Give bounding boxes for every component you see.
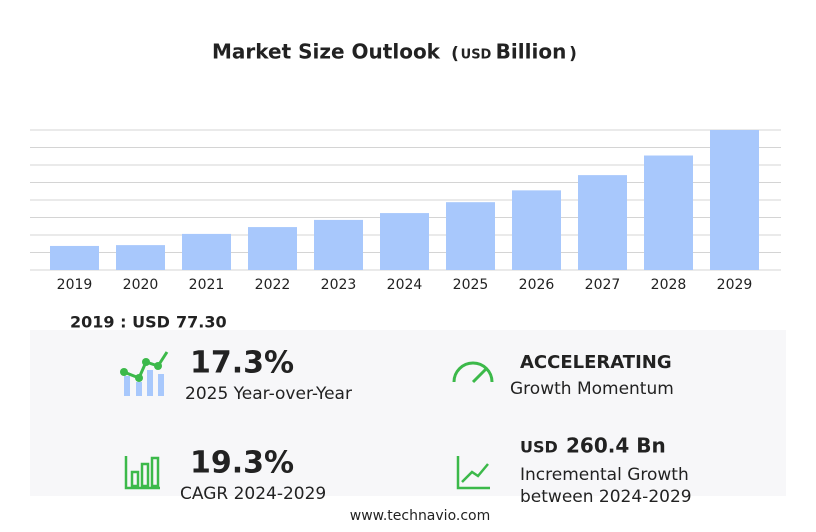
unit: Billion <box>496 40 567 64</box>
incr-value: 260.4 Bn <box>566 434 666 458</box>
footer: www.technavio.com <box>350 508 491 524</box>
yoy-value: 17.3% <box>190 346 294 381</box>
unit-paren: ( <box>451 44 459 64</box>
bar <box>512 190 561 270</box>
x-tick-label: 2028 <box>651 277 687 293</box>
x-tick-label: 2022 <box>255 277 291 293</box>
chart-title: Market Size Outlook <box>212 40 441 64</box>
bar <box>446 202 495 270</box>
x-tick-label: 2024 <box>387 277 423 293</box>
x-tick-label: 2029 <box>717 277 753 293</box>
bar <box>248 227 297 270</box>
x-tick-label: 2020 <box>123 277 159 293</box>
x-tick-label: 2026 <box>519 277 555 293</box>
x-tick-label: 2023 <box>321 277 357 293</box>
bar <box>182 233 231 270</box>
incr-label: Incremental Growth <box>520 465 689 485</box>
bar <box>314 219 363 270</box>
kpi-panel <box>30 330 786 496</box>
bar <box>644 155 693 270</box>
momentum-value: ACCELERATING <box>520 352 672 373</box>
unit-paren: ) <box>569 44 577 64</box>
incr-label: between 2024-2029 <box>520 487 692 507</box>
x-tick-label: 2027 <box>585 277 621 293</box>
icon-incremental <box>456 456 490 490</box>
x-tick-label: 2019 <box>57 277 93 293</box>
momentum-label: Growth Momentum <box>510 379 674 399</box>
icon-cagr <box>124 456 160 490</box>
unit-prefix: USD <box>461 48 492 63</box>
incr-prefix: USD <box>520 438 558 457</box>
icon-gauge <box>452 361 494 384</box>
base-value: 77.30 <box>176 313 227 332</box>
x-tick-label: 2021 <box>189 277 225 293</box>
bar <box>50 245 99 270</box>
cagr-label: CAGR 2024-2029 <box>180 484 326 504</box>
x-tick-label: 2025 <box>453 277 489 293</box>
yoy-label: 2025 Year-over-Year <box>185 384 352 404</box>
bar <box>380 213 429 270</box>
bar <box>578 175 627 270</box>
base-label: 2019 : USD <box>70 313 170 332</box>
bar <box>116 245 165 270</box>
bar <box>710 130 759 270</box>
cagr-value: 19.3% <box>190 446 294 481</box>
icon-yoy <box>120 351 169 396</box>
plot: 2019 2020 2021 2022 2023 2024 2025 2026 2027 2028… <box>30 129 781 293</box>
